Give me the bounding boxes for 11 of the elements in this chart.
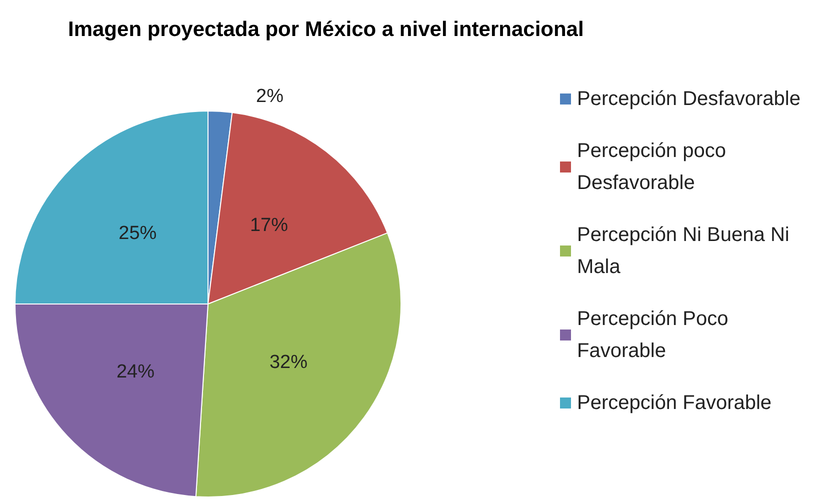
legend-label: Percepción Favorable [577, 392, 772, 414]
legend-label: Percepción Ni Buena Ni Mala [577, 224, 795, 278]
data-label: 17% [250, 214, 288, 236]
legend-label: Percepción poco Desfavorable [577, 140, 732, 194]
data-label: 25% [118, 223, 157, 244]
data-label: 2% [256, 86, 284, 107]
legend-label: Percepción Desfavorable [577, 88, 800, 110]
data-label: 32% [269, 352, 308, 373]
chart-title: Imagen proyectada por México a nivel internacional [68, 18, 584, 41]
data-label: 24% [116, 362, 155, 383]
legend-label: Percepción Poco Favorable [577, 308, 734, 362]
